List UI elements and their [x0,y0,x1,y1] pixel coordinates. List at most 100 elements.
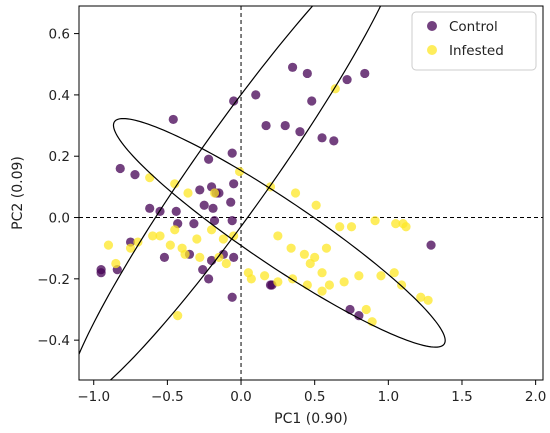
data-point-control [226,197,236,207]
data-point-control [208,203,218,213]
y-axis: −0.4 −0.2 0.0 0.2 0.4 0.6 [37,27,79,349]
data-point-infested [221,258,231,269]
data-point-infested [317,286,327,296]
x-tick-label: 1.0 [378,389,399,405]
data-point-control [130,170,140,180]
legend-marker-infested [427,45,437,55]
data-point-control [261,120,271,131]
data-point-infested [302,280,312,290]
data-point-control [227,148,237,158]
data-points [96,62,436,327]
data-point-control [96,268,106,278]
data-point-infested [286,243,296,253]
data-point-control [159,252,170,262]
data-point-control [342,74,352,85]
data-point-infested [346,222,357,232]
data-point-control [204,154,214,164]
confidence-ellipse-infested [112,117,446,348]
data-point-infested [209,188,220,198]
data-point-infested [170,225,180,235]
data-point-infested [195,252,205,262]
data-point-control [227,292,237,302]
y-axis-title: PC2 (0.09) [10,156,26,230]
data-point-control [307,96,317,106]
data-point-control [329,136,339,146]
x-tick-label: 1.5 [451,389,472,405]
legend-label-control: Control [449,19,498,35]
data-point-infested [354,271,364,281]
data-point-infested [155,231,165,241]
data-point-control [280,120,290,131]
legend-marker-control [427,21,437,31]
data-point-infested [401,222,411,232]
reference-lines [79,6,543,380]
plot-frame [78,5,544,381]
x-axis-title: PC1 (0.90) [274,411,348,427]
data-point-infested [376,271,386,281]
x-axis: −1.0 −0.5 0.0 0.5 1.0 1.5 2.0 [77,380,546,405]
data-point-control [229,179,239,189]
data-point-infested [173,311,183,321]
data-point-infested [389,268,399,278]
legend: Control Infested [411,11,537,71]
data-point-infested [335,222,345,232]
data-point-infested [290,188,301,198]
data-point-infested [111,258,121,269]
y-tick-label: 0.2 [49,149,70,165]
data-point-infested [133,237,143,247]
data-point-infested [305,258,315,269]
data-point-infested [311,200,321,210]
data-point-control [426,240,436,250]
data-point-control [171,206,181,216]
data-point-control [295,127,305,137]
data-point-control [229,252,239,262]
legend-label-infested: Infested [449,43,504,59]
confidence-ellipse-control [79,6,382,380]
x-tick-label: −1.0 [77,389,110,405]
data-point-infested [170,179,180,189]
data-point-infested [180,249,190,259]
y-tick-label: −0.2 [37,272,70,288]
data-point-infested [416,292,426,302]
data-point-control [209,215,220,226]
data-point-infested [321,243,332,253]
y-tick-label: 0.4 [49,88,70,104]
data-point-infested [125,243,136,253]
data-point-infested [324,280,335,290]
data-point-control [302,68,312,79]
legend-box [411,11,537,71]
data-point-infested [361,304,371,315]
data-point-infested [165,240,175,250]
data-point-control [360,68,370,79]
data-point-infested [273,277,283,287]
data-point-control [287,62,298,72]
x-tick-label: 0.5 [304,389,325,405]
x-tick-label: 0.0 [230,389,251,405]
data-point-infested [192,234,202,244]
data-point-control [198,265,208,275]
data-point-control [227,215,237,226]
data-point-infested [260,271,270,281]
data-point-infested [370,215,380,226]
confidence-ellipses [79,6,446,380]
data-point-infested [103,240,114,250]
data-point-control [189,219,199,229]
data-point-infested [206,225,217,235]
data-point-infested [273,231,283,241]
data-point-control [168,114,178,125]
data-point-infested [234,166,245,177]
data-point-infested [218,234,228,244]
data-point-infested [339,277,349,287]
y-tick-label: 0.6 [49,27,70,43]
data-point-control [229,96,239,106]
data-point-control [199,200,209,210]
data-point-infested [183,188,193,198]
data-point-infested [148,231,158,241]
x-tick-label: 2.0 [525,389,546,405]
data-point-infested [391,219,401,229]
data-point-control [204,274,214,284]
y-tick-label: −0.4 [37,333,70,349]
x-tick-label: −0.5 [151,389,184,405]
data-point-infested [145,173,155,183]
